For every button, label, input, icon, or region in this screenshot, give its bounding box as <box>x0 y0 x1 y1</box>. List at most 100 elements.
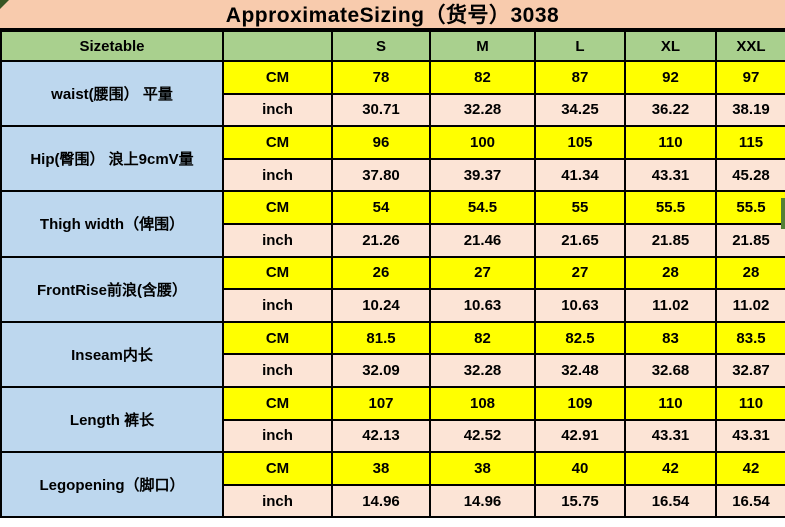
value-cell: 21.85 <box>624 222 717 258</box>
value-cell: 42.52 <box>429 418 536 454</box>
row-label-frontrise: FrontRise前浪(含腰） <box>0 255 224 323</box>
unit-cell: inch <box>222 157 333 193</box>
value-cell: 55 <box>534 190 626 225</box>
value-cell: 30.71 <box>331 92 431 128</box>
value-cell: 105 <box>534 125 626 160</box>
value-cell: 28 <box>715 255 785 291</box>
unit-cell: CM <box>222 320 333 356</box>
value-cell: 40 <box>534 451 626 486</box>
value-cell: 81.5 <box>331 320 431 356</box>
value-cell: 107 <box>331 385 431 421</box>
value-cell: 42.91 <box>534 418 626 454</box>
unit-cell: CM <box>222 190 333 225</box>
value-cell: 32.68 <box>624 353 717 388</box>
value-cell: 110 <box>715 385 785 421</box>
corner-marker-icon <box>0 0 9 9</box>
size-column-header-xl: XL <box>624 30 717 62</box>
unit-cell: inch <box>222 222 333 258</box>
size-column-header-l: L <box>534 30 626 62</box>
unit-cell: CM <box>222 125 333 160</box>
value-cell: 10.63 <box>534 288 626 323</box>
row-label-hip: Hip(臀围） 浪上9cmV量 <box>0 125 224 193</box>
table-row-frontrise-cm: FrontRise前浪(含腰） CM 26 27 27 28 28 <box>0 255 785 323</box>
table-row-legopening-cm: Legopening（脚口） CM 38 38 40 42 42 <box>0 451 785 519</box>
value-cell: 43.31 <box>624 418 717 454</box>
value-cell: 55.5 <box>715 190 785 225</box>
size-table: Sizetable S M L XL XXL waist(腰围） 平量 CM 7… <box>0 30 785 519</box>
title-bar: ApproximateSizing（货号）3038 <box>0 0 785 30</box>
value-cell: 41.34 <box>534 157 626 193</box>
value-cell: 26 <box>331 255 431 291</box>
right-edge-green-marker <box>781 198 785 229</box>
value-cell: 115 <box>715 125 785 160</box>
value-cell: 87 <box>534 60 626 95</box>
row-label-waist: waist(腰围） 平量 <box>0 59 224 128</box>
value-cell: 78 <box>331 60 431 95</box>
value-cell: 42.13 <box>331 418 431 454</box>
value-cell: 109 <box>534 385 626 421</box>
unit-cell: inch <box>222 92 333 128</box>
table-header-row: Sizetable S M L XL XXL <box>0 30 785 62</box>
value-cell: 92 <box>624 60 717 95</box>
value-cell: 82.5 <box>534 320 626 356</box>
unit-cell: CM <box>222 385 333 421</box>
size-column-header-m: M <box>429 30 536 62</box>
value-cell: 21.65 <box>534 222 626 258</box>
table-row-length-cm: Length 裤长 CM 107 108 109 110 110 <box>0 385 785 454</box>
value-cell: 82 <box>429 320 536 356</box>
unit-cell: inch <box>222 418 333 454</box>
value-cell: 32.09 <box>331 353 431 388</box>
value-cell: 32.48 <box>534 353 626 388</box>
unit-cell: inch <box>222 483 333 519</box>
value-cell: 42 <box>624 451 717 486</box>
value-cell: 110 <box>624 385 717 421</box>
value-cell: 11.02 <box>624 288 717 323</box>
table-row-inseam-inch: inch 32.09 32.28 32.48 32.68 32.87 <box>1 353 785 388</box>
value-cell: 43.31 <box>715 418 785 454</box>
value-cell: 43.31 <box>624 157 717 193</box>
value-cell: 11.02 <box>715 288 785 323</box>
value-cell: 21.85 <box>715 222 785 258</box>
table-row-inseam-cm: Inseam内长 CM 81.5 82 82.5 83 83.5 <box>0 320 785 388</box>
unit-cell: inch <box>222 353 333 388</box>
unit-cell: CM <box>222 255 333 291</box>
value-cell: 38.19 <box>715 92 785 128</box>
unit-cell: CM <box>222 451 333 486</box>
table-row-legopening-inch: inch 14.96 14.96 15.75 16.54 16.54 <box>1 483 785 519</box>
row-label-legopening: Legopening（脚口） <box>0 451 224 519</box>
row-label-thigh: Thigh width（俾围） <box>0 190 224 258</box>
value-cell: 96 <box>331 125 431 160</box>
value-cell: 27 <box>429 255 536 291</box>
header-sizetable: Sizetable <box>0 30 224 62</box>
value-cell: 10.63 <box>429 288 536 323</box>
size-column-header-s: S <box>331 30 431 62</box>
unit-cell: CM <box>222 60 333 95</box>
value-cell: 55.5 <box>624 190 717 225</box>
value-cell: 83 <box>624 320 717 356</box>
value-cell: 27 <box>534 255 626 291</box>
value-cell: 15.75 <box>534 483 626 519</box>
value-cell: 34.25 <box>534 92 626 128</box>
value-cell: 32.87 <box>715 353 785 388</box>
value-cell: 28 <box>624 255 717 291</box>
value-cell: 110 <box>624 125 717 160</box>
value-cell: 16.54 <box>715 483 785 519</box>
value-cell: 32.28 <box>429 92 536 128</box>
value-cell: 108 <box>429 385 536 421</box>
page-title: ApproximateSizing（货号）3038 <box>225 4 560 27</box>
unit-cell: inch <box>222 288 333 323</box>
value-cell: 36.22 <box>624 92 717 128</box>
table-row-length-inch: inch 42.13 42.52 42.91 43.31 43.31 <box>1 418 785 454</box>
value-cell: 21.46 <box>429 222 536 258</box>
header-unit-blank <box>222 30 333 62</box>
value-cell: 42 <box>715 451 785 486</box>
table-row-thigh-cm: Thigh width（俾围） CM 54 54.5 55 55.5 55.5 <box>0 190 785 258</box>
value-cell: 38 <box>331 451 431 486</box>
row-label-length: Length 裤长 <box>0 385 224 454</box>
value-cell: 21.26 <box>331 222 431 258</box>
value-cell: 82 <box>429 60 536 95</box>
value-cell: 38 <box>429 451 536 486</box>
value-cell: 16.54 <box>624 483 717 519</box>
table-row-waist-inch: inch 30.71 32.28 34.25 36.22 38.19 <box>1 92 785 128</box>
